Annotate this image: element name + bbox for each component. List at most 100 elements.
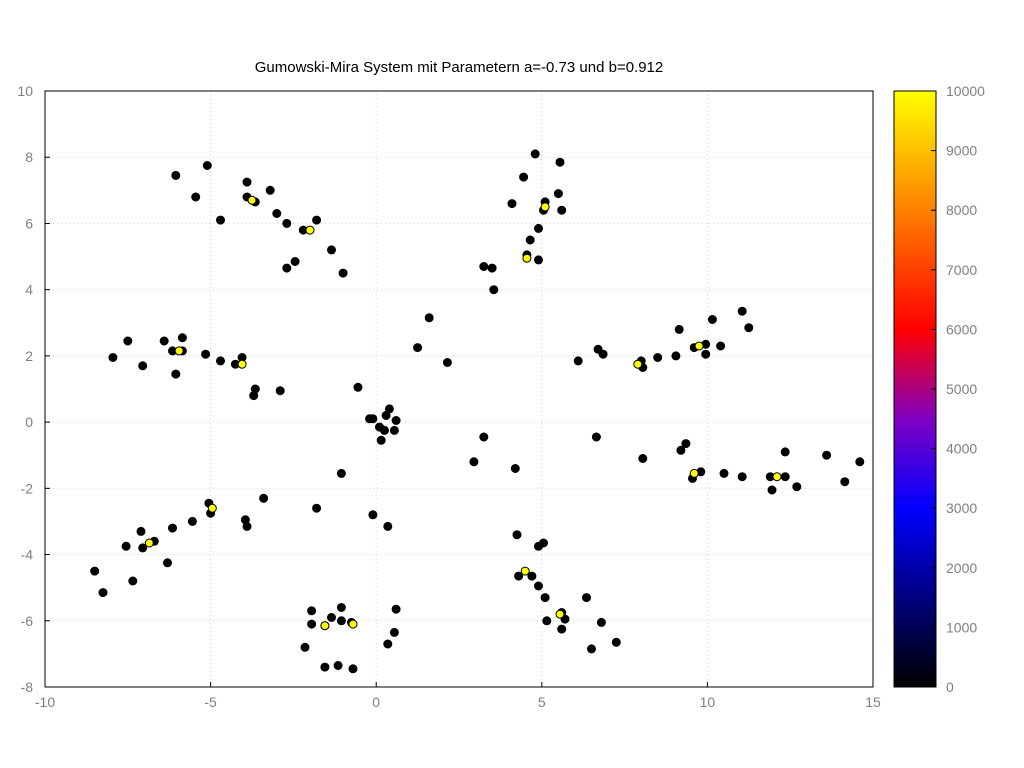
data-point bbox=[320, 662, 330, 672]
data-point bbox=[259, 493, 269, 503]
data-point bbox=[242, 521, 252, 531]
data-point bbox=[348, 619, 358, 629]
y-tick-label: -8 bbox=[21, 679, 34, 695]
data-point bbox=[333, 661, 343, 670]
data-point bbox=[272, 209, 282, 218]
data-point bbox=[737, 472, 747, 482]
data-point bbox=[368, 510, 378, 520]
data-point bbox=[389, 627, 399, 637]
data-point bbox=[123, 336, 133, 346]
y-tick-label: 4 bbox=[25, 282, 33, 298]
data-point bbox=[171, 369, 181, 379]
data-point bbox=[587, 644, 596, 654]
data-point bbox=[327, 245, 336, 255]
data-point bbox=[519, 172, 529, 182]
data-point bbox=[540, 593, 550, 603]
data-point bbox=[573, 356, 583, 366]
data-point bbox=[744, 323, 754, 333]
data-point bbox=[282, 218, 292, 228]
data-point bbox=[522, 253, 532, 263]
data-point bbox=[737, 306, 747, 316]
data-point bbox=[376, 435, 386, 445]
y-tick-label: -4 bbox=[21, 547, 34, 563]
data-point bbox=[187, 516, 197, 526]
data-point bbox=[163, 558, 172, 568]
data-point bbox=[368, 414, 378, 424]
data-point bbox=[216, 215, 225, 225]
y-tick-label: -2 bbox=[21, 480, 34, 496]
data-point bbox=[557, 624, 567, 634]
data-point bbox=[138, 361, 148, 371]
data-point bbox=[716, 341, 726, 351]
colorbar-tick-label: 5000 bbox=[946, 381, 977, 397]
data-point bbox=[327, 613, 336, 622]
data-point bbox=[611, 637, 621, 647]
data-point bbox=[514, 571, 524, 581]
data-point bbox=[719, 468, 729, 478]
data-point bbox=[389, 425, 399, 435]
data-point bbox=[307, 619, 317, 629]
data-point bbox=[290, 257, 300, 266]
data-point bbox=[177, 333, 187, 343]
data-point bbox=[320, 621, 330, 631]
data-point bbox=[674, 324, 684, 334]
data-point bbox=[527, 571, 537, 581]
x-tick-label: 15 bbox=[865, 694, 881, 710]
data-point bbox=[767, 485, 777, 495]
data-point bbox=[701, 349, 711, 359]
data-point bbox=[469, 457, 479, 467]
data-point bbox=[596, 617, 606, 627]
data-point bbox=[479, 432, 489, 442]
data-point bbox=[336, 468, 346, 478]
y-tick-label: -6 bbox=[21, 613, 34, 629]
data-point bbox=[534, 581, 543, 591]
colorbar-tick-label: 0 bbox=[946, 679, 954, 695]
data-point bbox=[383, 521, 393, 531]
grid bbox=[45, 91, 873, 687]
data-point bbox=[348, 664, 358, 674]
data-point bbox=[525, 235, 535, 245]
data-point bbox=[202, 161, 212, 170]
data-point bbox=[487, 263, 497, 273]
colorbar-tick-label: 6000 bbox=[946, 321, 977, 337]
colorbar-tick-label: 2000 bbox=[946, 560, 977, 576]
data-point bbox=[191, 192, 201, 202]
data-point bbox=[201, 349, 211, 359]
data-point bbox=[512, 530, 522, 540]
data-point bbox=[247, 195, 257, 205]
data-point bbox=[265, 185, 275, 195]
data-point bbox=[336, 616, 346, 626]
data-point bbox=[542, 616, 552, 626]
colorbar bbox=[893, 90, 937, 688]
data-point bbox=[638, 454, 648, 463]
data-point bbox=[772, 472, 782, 482]
data-point bbox=[242, 177, 252, 187]
x-tick-label: -5 bbox=[204, 694, 217, 710]
data-point bbox=[534, 223, 543, 233]
data-point bbox=[249, 391, 259, 401]
data-point bbox=[98, 588, 108, 598]
data-point bbox=[780, 472, 790, 482]
data-point bbox=[207, 503, 217, 513]
y-tick-label: 2 bbox=[25, 348, 33, 364]
data-point bbox=[108, 353, 118, 362]
data-point bbox=[121, 541, 131, 551]
data-point bbox=[591, 432, 601, 442]
data-point bbox=[553, 189, 563, 199]
data-point bbox=[633, 359, 643, 369]
colorbar-tick-label: 4000 bbox=[946, 441, 977, 457]
data-point bbox=[336, 603, 346, 612]
data-point bbox=[557, 205, 567, 215]
data-point bbox=[840, 477, 850, 487]
data-point bbox=[510, 464, 520, 473]
data-point bbox=[275, 386, 285, 396]
x-axis-ticks: -10 -5 0 5 10 15 bbox=[35, 682, 881, 710]
data-point bbox=[534, 255, 543, 265]
data-point bbox=[282, 263, 292, 273]
data-point bbox=[174, 346, 184, 356]
data-point bbox=[305, 225, 315, 235]
data-point bbox=[822, 450, 832, 460]
data-point bbox=[555, 157, 565, 167]
data-point bbox=[391, 416, 401, 425]
data-point bbox=[383, 639, 393, 649]
